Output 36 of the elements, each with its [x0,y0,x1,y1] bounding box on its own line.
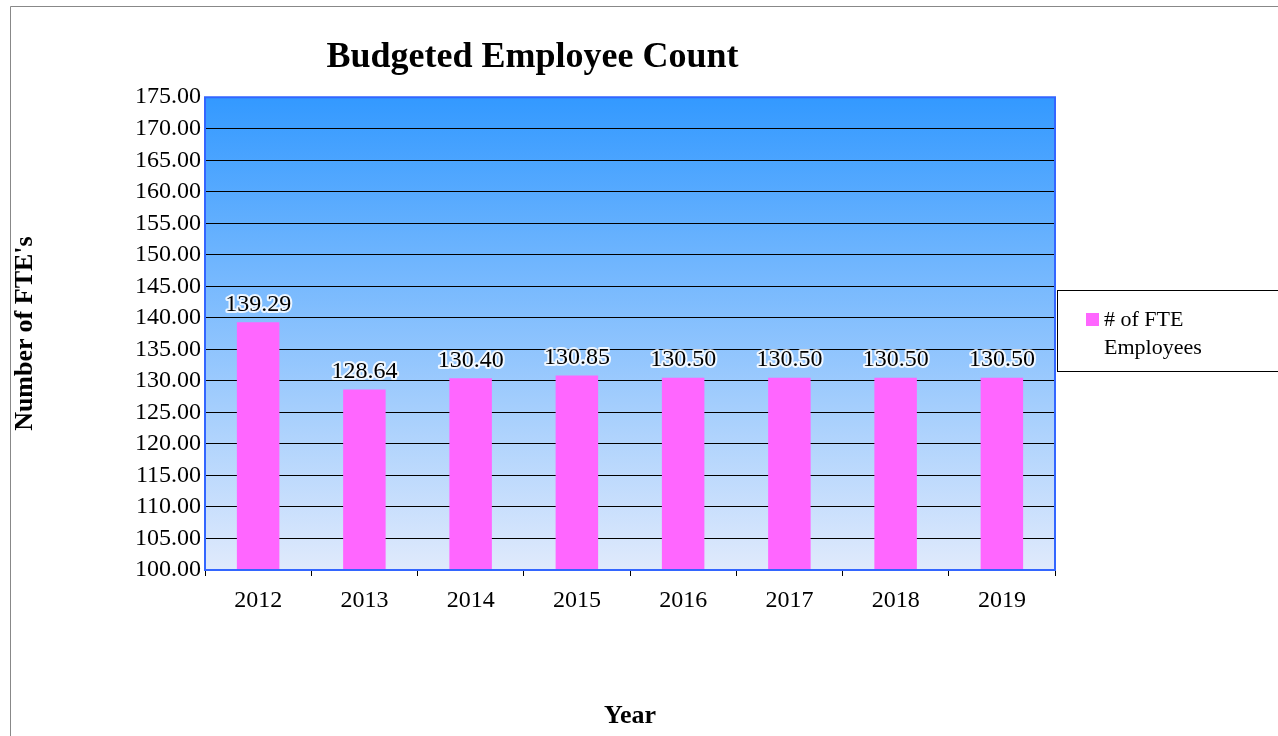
y-tick-label: 150.00 [135,240,201,267]
x-tick-label: 2019 [977,585,1026,612]
x-tick-label: 2016 [659,585,708,612]
data-label: 139.29 [225,289,292,316]
y-tick-label: 130.00 [135,366,201,393]
y-tick-label: 110.00 [135,492,201,519]
data-label: 130.50 [968,345,1035,372]
data-label: 130.85 [543,342,610,369]
x-tick-label: 2014 [446,585,495,612]
y-tick-label: 125.00 [135,397,201,424]
y-tick-label: 170.00 [135,114,201,141]
y-tick-label: 155.00 [135,208,201,235]
x-axis-title: Year [604,700,656,730]
chart-title: Budgeted Employee Count [326,34,739,75]
y-tick-label: 175.00 [135,82,201,109]
legend-label: # of FTE Employees [1104,306,1202,359]
y-tick-label: 165.00 [135,145,201,172]
data-label: 130.50 [756,345,823,372]
y-tick-label: 105.00 [135,523,201,550]
y-tick-label: 135.00 [135,334,201,361]
data-label: 130.50 [650,345,717,372]
data-label: 130.40 [437,345,504,372]
x-tick-label: 2015 [552,585,601,612]
x-tick-label: 2017 [765,585,814,612]
y-tick-label: 100.00 [135,555,201,582]
x-tick-label: 2018 [871,585,920,612]
y-tick-label: 115.00 [135,460,201,487]
data-label: 128.64 [331,356,398,383]
y-tick-label: 160.00 [135,177,201,204]
x-tick-label: 2012 [234,585,283,612]
y-tick-label: 145.00 [135,271,201,298]
data-label: 130.50 [862,345,929,372]
x-tick-label: 2013 [340,585,389,612]
y-tick-label: 120.00 [135,429,201,456]
y-tick-label: 140.00 [135,303,201,330]
y-axis-title: Number of FTE's [9,236,39,431]
